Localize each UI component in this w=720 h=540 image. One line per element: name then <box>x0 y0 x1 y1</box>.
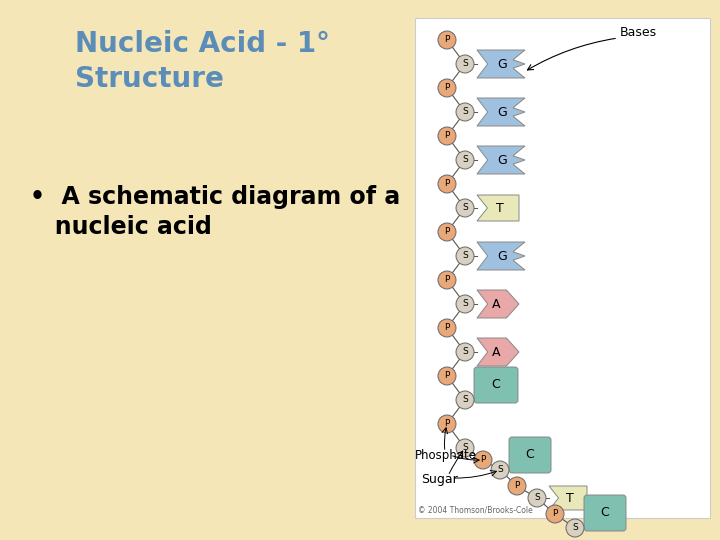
Circle shape <box>456 55 474 73</box>
Polygon shape <box>477 242 525 270</box>
Text: P: P <box>444 372 450 381</box>
Text: T: T <box>566 491 574 504</box>
Text: G: G <box>497 249 507 262</box>
FancyBboxPatch shape <box>584 495 626 531</box>
Circle shape <box>456 247 474 265</box>
FancyBboxPatch shape <box>415 18 710 518</box>
Polygon shape <box>477 146 525 174</box>
Circle shape <box>456 151 474 169</box>
Circle shape <box>438 271 456 289</box>
Text: S: S <box>462 156 468 165</box>
Text: G: G <box>497 153 507 166</box>
Text: S: S <box>462 204 468 213</box>
Polygon shape <box>477 195 519 221</box>
Text: S: S <box>462 59 468 69</box>
Text: P: P <box>514 482 520 490</box>
Circle shape <box>438 79 456 97</box>
Circle shape <box>456 199 474 217</box>
Text: S: S <box>462 443 468 453</box>
Circle shape <box>438 175 456 193</box>
Circle shape <box>438 127 456 145</box>
Polygon shape <box>477 338 519 366</box>
Polygon shape <box>477 290 519 318</box>
Circle shape <box>438 319 456 337</box>
Text: S: S <box>497 465 503 475</box>
Text: P: P <box>552 510 558 518</box>
FancyBboxPatch shape <box>474 367 518 403</box>
Text: P: P <box>444 179 450 188</box>
Polygon shape <box>477 98 525 126</box>
Text: G: G <box>497 57 507 71</box>
Circle shape <box>438 223 456 241</box>
FancyBboxPatch shape <box>509 437 551 473</box>
Text: S: S <box>462 348 468 356</box>
Text: A: A <box>492 298 500 310</box>
Text: Nucleic Acid - 1°: Nucleic Acid - 1° <box>75 30 330 58</box>
Text: P: P <box>444 227 450 237</box>
Text: S: S <box>462 300 468 308</box>
Text: Structure: Structure <box>75 65 224 93</box>
Circle shape <box>438 31 456 49</box>
Text: P: P <box>444 84 450 92</box>
Text: nucleic acid: nucleic acid <box>30 215 212 239</box>
Text: G: G <box>497 105 507 118</box>
Circle shape <box>546 505 564 523</box>
Text: P: P <box>444 36 450 44</box>
Circle shape <box>456 439 474 457</box>
Circle shape <box>566 519 584 537</box>
Text: C: C <box>492 379 500 392</box>
Text: S: S <box>534 494 540 503</box>
Polygon shape <box>477 50 525 78</box>
Text: S: S <box>572 523 578 532</box>
Text: C: C <box>526 449 534 462</box>
Circle shape <box>438 415 456 433</box>
Circle shape <box>528 489 546 507</box>
Text: S: S <box>462 252 468 260</box>
Text: P: P <box>444 420 450 429</box>
Polygon shape <box>549 486 587 510</box>
Circle shape <box>456 295 474 313</box>
Text: T: T <box>496 201 504 214</box>
Text: S: S <box>462 395 468 404</box>
Text: P: P <box>444 275 450 285</box>
Circle shape <box>456 103 474 121</box>
Text: P: P <box>444 323 450 333</box>
Circle shape <box>508 477 526 495</box>
Text: C: C <box>600 507 609 519</box>
Text: P: P <box>480 456 486 464</box>
Text: A: A <box>492 346 500 359</box>
Text: © 2004 Thomson/Brooks-Cole: © 2004 Thomson/Brooks-Cole <box>418 505 533 515</box>
Text: Sugar: Sugar <box>422 474 459 487</box>
Text: S: S <box>462 107 468 117</box>
Circle shape <box>456 391 474 409</box>
Text: •  A schematic diagram of a: • A schematic diagram of a <box>30 185 400 209</box>
Circle shape <box>491 461 509 479</box>
Text: P: P <box>444 132 450 140</box>
Circle shape <box>438 367 456 385</box>
Text: Phosphate: Phosphate <box>415 449 477 462</box>
Circle shape <box>474 451 492 469</box>
Circle shape <box>456 343 474 361</box>
Text: Bases: Bases <box>620 25 657 38</box>
